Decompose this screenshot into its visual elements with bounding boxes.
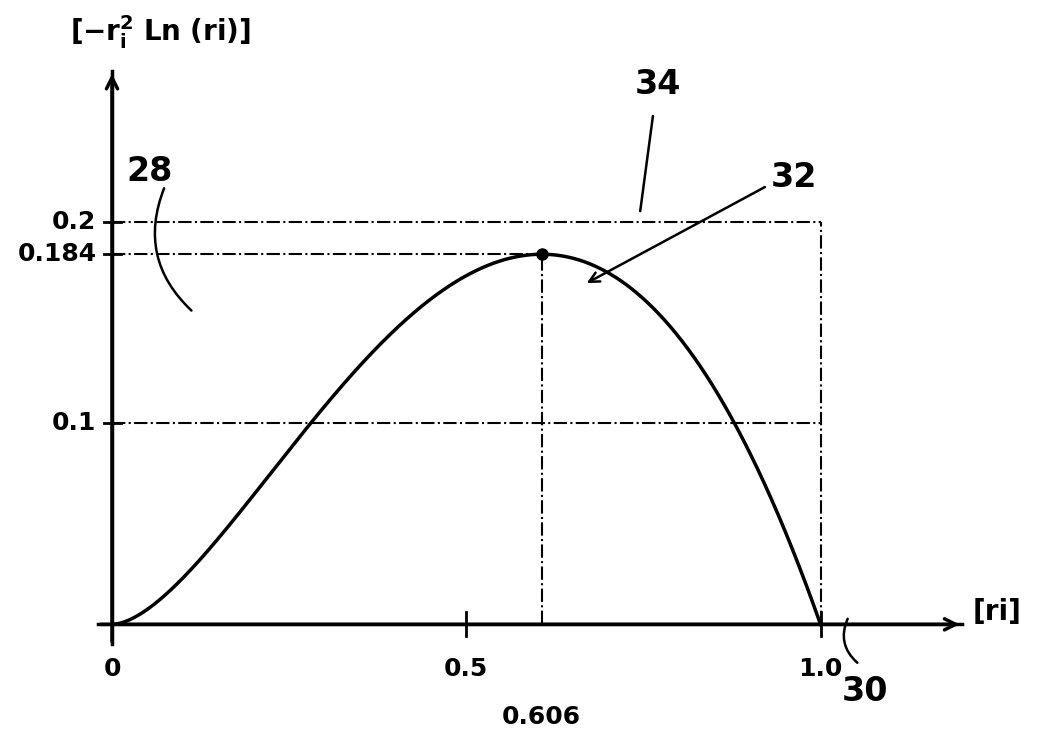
Text: 28: 28 bbox=[126, 155, 173, 188]
Text: 0.1: 0.1 bbox=[52, 411, 97, 435]
Text: 1.0: 1.0 bbox=[799, 656, 842, 681]
Text: $\mathbf{[-r_i^2\ Ln\ (ri)]}$: $\mathbf{[-r_i^2\ Ln\ (ri)]}$ bbox=[70, 13, 250, 51]
Text: 30: 30 bbox=[841, 675, 888, 708]
Text: 0.184: 0.184 bbox=[18, 242, 97, 266]
Text: 34: 34 bbox=[634, 68, 681, 102]
Text: 0.5: 0.5 bbox=[444, 656, 489, 681]
Text: 0.606: 0.606 bbox=[502, 705, 581, 729]
Text: 32: 32 bbox=[771, 161, 817, 194]
Text: 0.2: 0.2 bbox=[52, 210, 97, 234]
Text: 0: 0 bbox=[103, 656, 121, 681]
Text: [ri]: [ri] bbox=[972, 599, 1021, 626]
